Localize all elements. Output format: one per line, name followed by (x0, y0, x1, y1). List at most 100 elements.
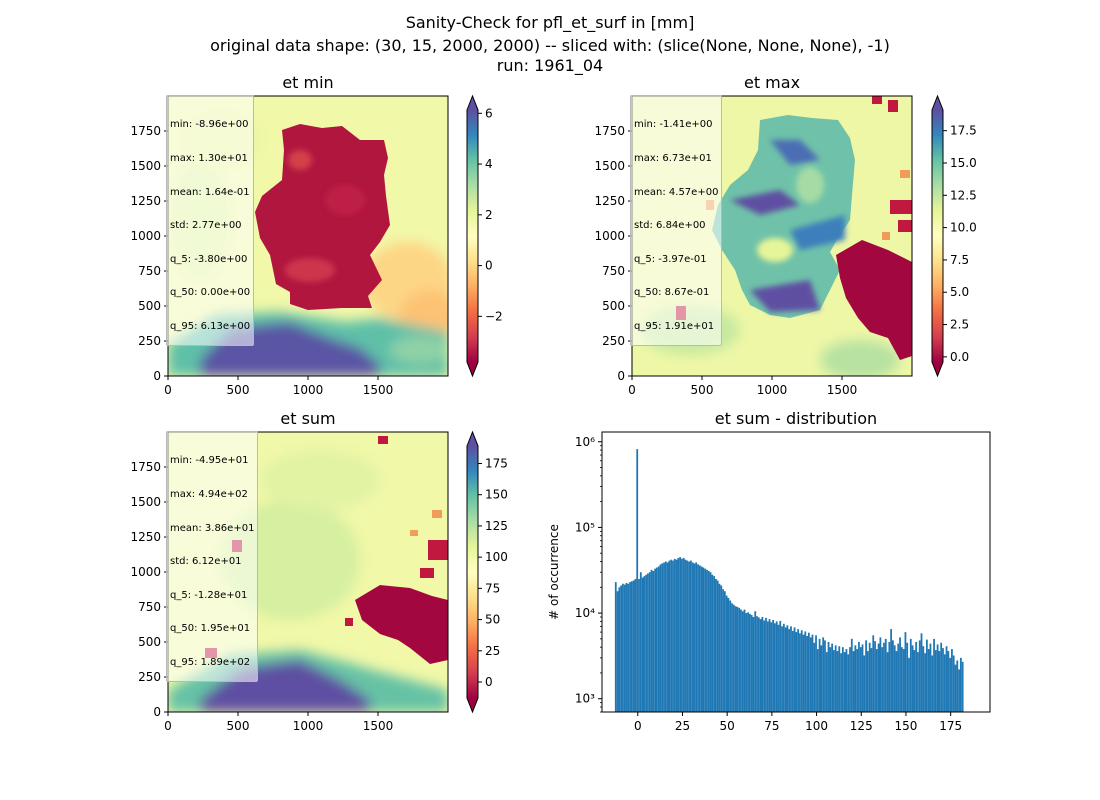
histogram-bar (929, 643, 932, 712)
histogram-bar (748, 613, 751, 712)
histogram-bar (702, 567, 705, 712)
stats-box-et-sum: min: -4.95e+01 max: 4.94e+02 mean: 3.86e… (166, 431, 259, 683)
histogram-bar (807, 632, 810, 712)
stat-line: q_50: 0.00e+00 (170, 287, 251, 299)
histogram-bar (790, 626, 792, 712)
histogram-bar (627, 583, 630, 712)
x-tick-label: 125 (850, 719, 873, 733)
y-tick-label: 1250 (130, 530, 161, 544)
y-tick-label: 10⁵ (575, 520, 595, 534)
stats-box-et-min: min: -8.96e+00 max: 1.30e+01 mean: 1.64e… (166, 95, 255, 347)
x-axis-et-min: 0 500 1000 1500 (164, 376, 393, 397)
histogram-bar (918, 640, 921, 712)
histogram-bar (959, 657, 962, 712)
stat-line: std: 6.84e+00 (634, 220, 706, 232)
histogram-ylabel: # of occurrence (547, 524, 561, 620)
stat-line: std: 6.12e+01 (170, 556, 242, 568)
stat-line: q_50: 8.67e-01 (634, 287, 710, 299)
colorbar-tick-label: 125 (485, 519, 508, 533)
x-tick-label: 50 (720, 719, 735, 733)
colorbar-tick-label: 100 (485, 550, 508, 564)
histogram-bar (858, 641, 860, 712)
histogram-bar (888, 641, 891, 712)
histogram-bar (859, 647, 862, 712)
histogram-bar (892, 640, 894, 712)
colorbar-tick-label: −2 (485, 309, 503, 323)
histogram-bar (654, 568, 656, 712)
histogram-bar (754, 611, 757, 712)
histogram-bar (761, 616, 764, 712)
histogram-bar (623, 584, 626, 712)
histogram-bar (945, 646, 948, 712)
histogram-bar (852, 651, 855, 712)
histogram-bar (847, 654, 850, 712)
histogram-bar (913, 650, 916, 712)
histogram-bar (822, 637, 825, 712)
histogram-bar (641, 577, 644, 712)
y-tick-label: 500 (138, 299, 161, 313)
histogram-bar (774, 623, 776, 712)
histogram-bar (736, 606, 739, 712)
x-axis-et-max: 0 500 1000 1500 (628, 376, 857, 397)
histogram-bar (630, 581, 633, 712)
histogram-bar (741, 611, 744, 712)
histogram-bar (659, 564, 662, 712)
histogram-bar (908, 657, 910, 712)
histogram-bar (636, 449, 639, 712)
y-tick-label: 1500 (130, 495, 161, 509)
histogram-bar (951, 649, 953, 712)
histogram-bar (791, 630, 794, 712)
histogram-bar (795, 632, 798, 712)
histogram-bar (806, 635, 808, 712)
x-tick-label: 1000 (293, 383, 324, 397)
y-tick-label: 1250 (594, 194, 625, 208)
histogram-bar (863, 655, 866, 712)
histogram-bar (933, 638, 935, 712)
histogram-bar (777, 624, 780, 712)
stat-line: max: 1.30e+01 (170, 153, 248, 165)
histogram-bar (670, 559, 673, 712)
histogram-bar (938, 651, 941, 712)
histogram-bar (781, 626, 783, 712)
histogram-bar (818, 638, 821, 712)
histogram-bar (745, 613, 748, 712)
histogram-bar (734, 606, 737, 712)
histogram-bar (747, 612, 749, 712)
histogram-bar (927, 649, 930, 712)
y-tick-label: 1000 (594, 229, 625, 243)
x-tick-label: 150 (895, 719, 918, 733)
histogram-bar (917, 652, 919, 712)
histogram-bar (800, 630, 803, 712)
stat-line: mean: 3.86e+01 (170, 522, 255, 534)
histogram-bar (775, 621, 778, 712)
y-tick-label: 1500 (594, 159, 625, 173)
colorbar-tick-label: 75 (485, 581, 500, 595)
histogram-bar (838, 646, 841, 712)
histogram-bar (700, 566, 703, 712)
y-tick-label: 750 (602, 264, 625, 278)
histogram-bar (763, 620, 766, 712)
histogram-bar (684, 559, 687, 712)
stat-line: q_95: 6.13e+00 (170, 321, 251, 333)
y-tick-label: 250 (138, 670, 161, 684)
histogram-bar (902, 649, 905, 712)
x-tick-label: 75 (764, 719, 779, 733)
histogram-bar (884, 638, 887, 712)
colorbar-tick-label: 4 (485, 157, 493, 171)
histogram-bar (707, 570, 710, 712)
histogram-bar (809, 637, 812, 712)
histogram-bar (793, 627, 796, 712)
stat-line: q_50: 1.95e+01 (170, 623, 251, 635)
histogram-bar (713, 576, 716, 712)
histogram-bar (861, 644, 864, 712)
histogram-bar (802, 634, 805, 712)
histogram-bar (827, 641, 830, 712)
histogram-bar (766, 621, 769, 712)
histogram-bar (949, 657, 952, 712)
histogram-bar (727, 597, 730, 712)
histogram-bar (895, 651, 898, 712)
figure-title-line-3: run: 1961_04 (496, 56, 604, 75)
histogram-bar (784, 627, 787, 712)
stat-line: min: -8.96e+00 (170, 119, 249, 131)
histogram-bar (850, 638, 853, 712)
